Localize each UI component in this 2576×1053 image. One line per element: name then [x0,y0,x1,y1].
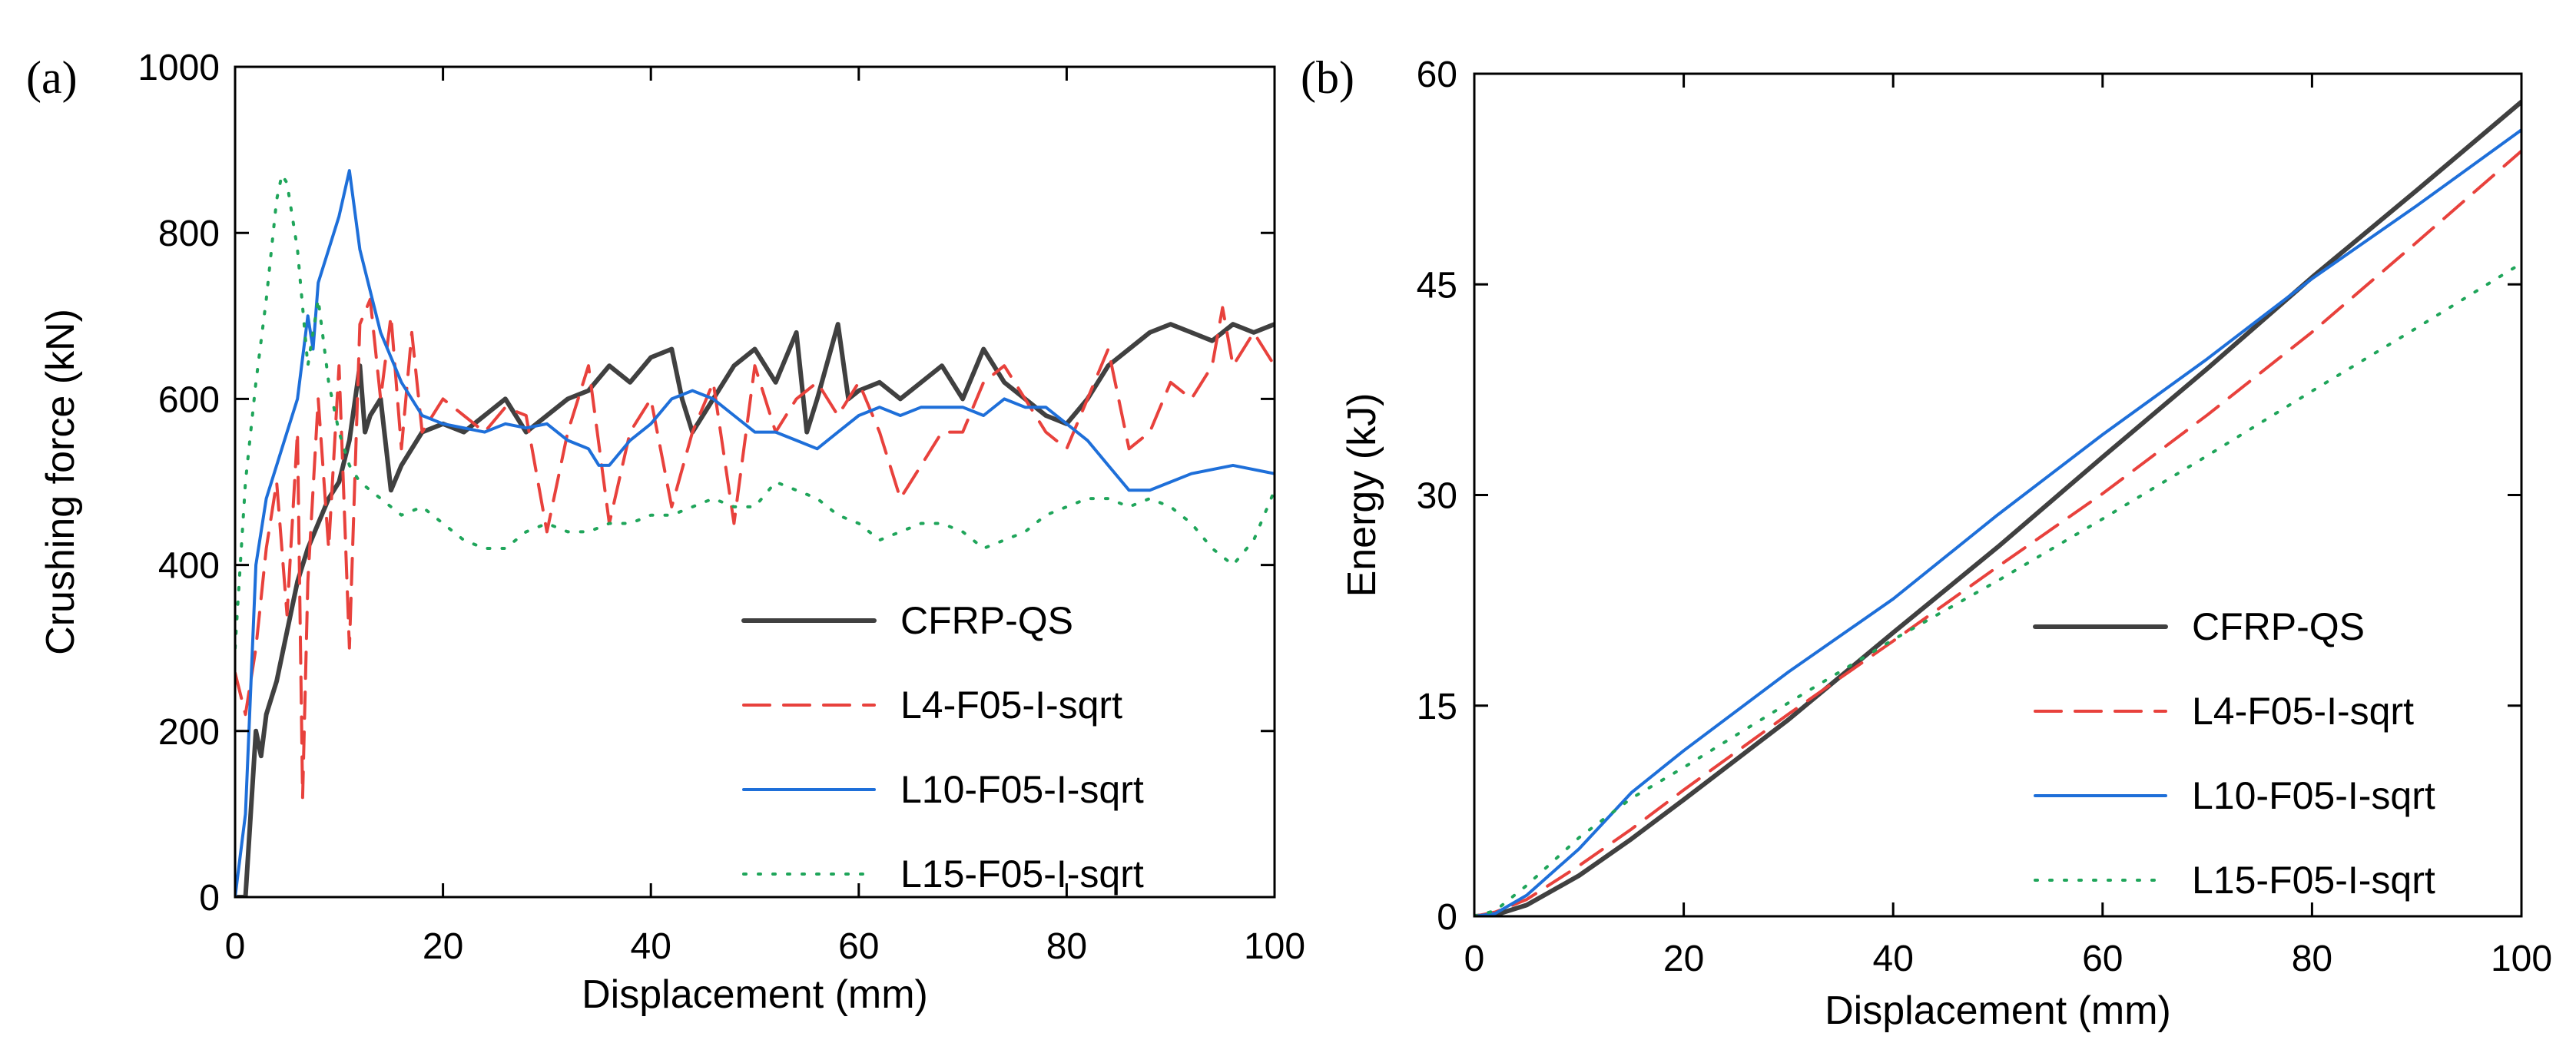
chart-0-x-tick-label: 80 [1046,926,1087,967]
chart-0-panel-label: (a) [26,52,78,103]
chart-0-x-tick-label: 20 [423,926,463,967]
chart-1-legend-label: L4-F05-I-sqrt [2192,690,2414,733]
chart-1-y-axis-label: Energy (kJ) [1340,393,1384,598]
chart-0-legend-label: L10-F05-I-sqrt [900,768,1144,811]
chart-1-series-line-l15-f05-i-sqrt [1474,261,2521,916]
chart-0-x-tick-label: 0 [225,926,246,967]
chart-0-y-tick-label: 800 [158,214,220,254]
chart-1-legend-label: CFRP-QS [2192,605,2365,648]
chart-0-x-tick-label: 60 [838,926,879,967]
chart-0-y-tick-label: 1000 [138,48,220,88]
chart-1-x-axis-label: Displacement (mm) [1825,988,2171,1033]
chart-1-x-tick-label: 100 [2491,939,2552,979]
chart-1-y-tick-label: 0 [1437,897,1457,938]
chart-0-series-line-l15-f05-i-sqrt [235,173,1275,650]
chart-1-x-tick-label: 80 [2292,939,2332,979]
chart-0-series-line-l4-f05-i-sqrt [235,297,1275,800]
chart-0-y-tick-label: 400 [158,546,220,587]
chart-1-legend-label: L15-F05-I-sqrt [2192,859,2435,902]
chart-1-y-tick-label: 30 [1417,476,1457,517]
chart-0: 0 20 40 60 80 10002004006008001000Displacemen… [26,48,1305,1017]
chart-0-series-line-l10-f05-i-sqrt [235,169,1275,897]
chart-1-y-tick-label: 45 [1417,265,1457,306]
chart-1-x-tick-label: 60 [2082,939,2123,979]
chart-1-y-tick-label: 15 [1417,687,1457,727]
chart-0-plot-frame [234,65,1276,899]
chart-1-legend-label: L10-F05-I-sqrt [2192,774,2435,817]
chart-1-series-line-l10-f05-i-sqrt [1474,128,2521,916]
chart-0-x-tick-label: 40 [631,926,671,967]
chart-0-y-tick-label: 200 [158,712,220,753]
chart-1-series-line-l4-f05-i-sqrt [1474,149,2521,916]
chart-1-x-tick-label: 0 [1464,939,1485,979]
chart-0-y-tick-label: 0 [199,878,220,919]
chart-0-legend-label: L4-F05-I-sqrt [900,684,1122,727]
chart-1-x-tick-label: 20 [1663,939,1704,979]
chart-0-legend-label: CFRP-QS [900,599,1073,642]
chart-0-legend: CFRP-QS L4-F05-I-sqrt L10-F05-I-sqrt L15-F0… [741,599,1144,896]
chart-0-y-axis-label: Crushing force (kN) [38,309,83,655]
chart-0-legend-label: L15-F05-I-sqrt [900,853,1144,896]
chart-1-legend: CFRP-QS L4-F05-I-sqrt L10-F05-I-sqrt L15-F0… [2033,605,2435,902]
chart-0-x-axis-label: Displacement (mm) [582,972,928,1017]
chart-1-panel-label: (b) [1301,52,1354,103]
chart-1-y-tick-label: 60 [1417,55,1457,95]
chart-1: 0 20 40 60 80 100 0 15 30 45 60 Displacement (mm) En… [1301,52,2552,1033]
chart-0-x-tick-label: 100 [1244,926,1305,967]
chart-0-series-line-cfrp-qs [235,322,1275,897]
chart-1-x-tick-label: 40 [1873,939,1914,979]
chart-0-y-tick-label: 600 [158,379,220,420]
